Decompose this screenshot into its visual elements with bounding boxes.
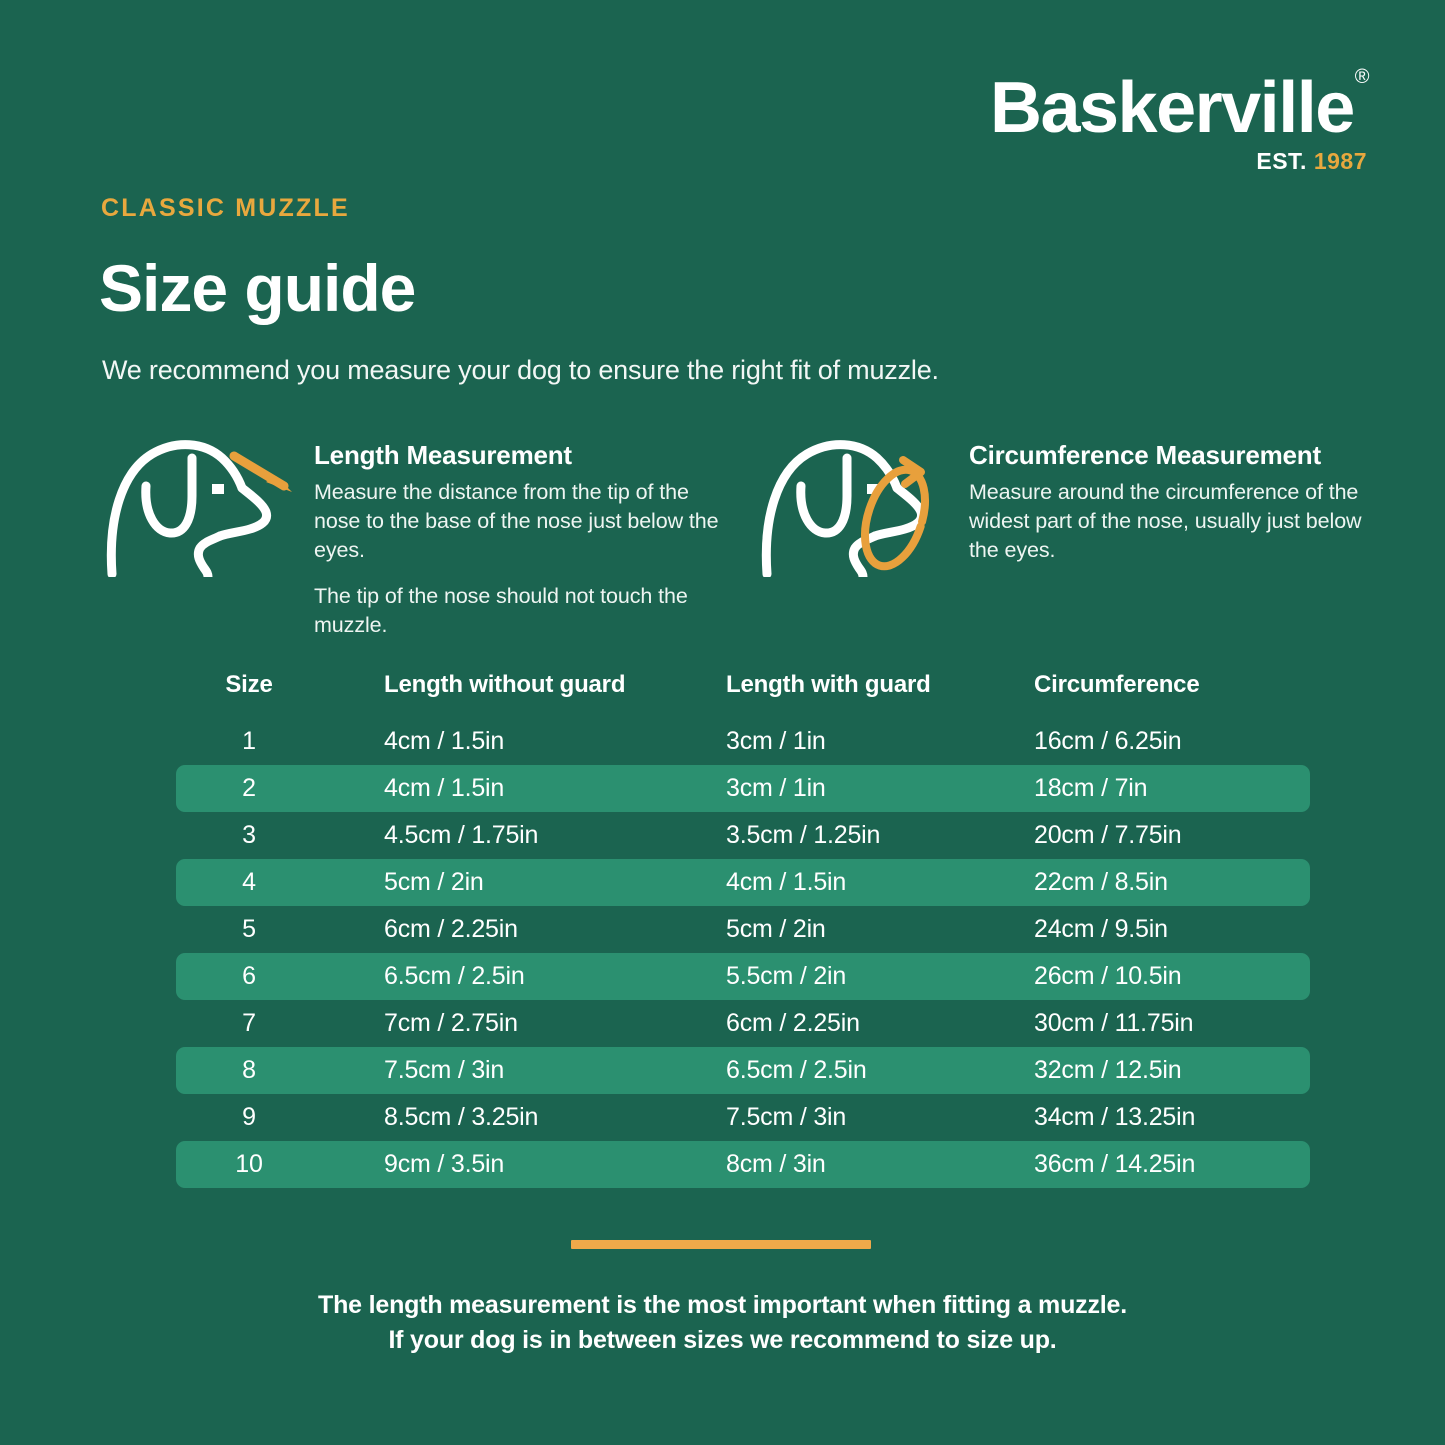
- cell-size: 7: [242, 1009, 256, 1037]
- arrow-glyph: [229, 451, 292, 492]
- cell-circumference: 32cm / 12.5in: [1034, 1056, 1182, 1084]
- table-row: 7 7cm / 2.75in 6cm / 2.25in 30cm / 11.75…: [176, 1000, 1310, 1047]
- est-year: 1987: [1313, 148, 1367, 174]
- cell-size: 9: [242, 1103, 256, 1131]
- cell-length-with-guard: 7.5cm / 3in: [726, 1103, 847, 1131]
- cell-length-without-guard: 4cm / 1.5in: [384, 727, 505, 755]
- cell-length-with-guard: 8cm / 3in: [726, 1150, 826, 1178]
- cell-length-without-guard: 4.5cm / 1.75in: [384, 821, 539, 849]
- circumference-measurement-block: Circumference Measurement Measure around…: [755, 432, 1375, 582]
- cell-length-without-guard: 7.5cm / 3in: [384, 1056, 505, 1084]
- table-row: 5 6cm / 2.25in 5cm / 2in 24cm / 9.5in: [176, 906, 1310, 953]
- table-row: 8 7.5cm / 3in 6.5cm / 2.5in 32cm / 12.5i…: [176, 1047, 1310, 1094]
- brand-name: Baskerville®: [990, 67, 1370, 144]
- registered-trademark-icon: ®: [1354, 66, 1370, 88]
- column-header-length-without-guard: Length without guard: [384, 671, 626, 698]
- brand-established: EST. 1987: [990, 148, 1367, 175]
- cell-length-with-guard: 6cm / 2.25in: [726, 1009, 860, 1037]
- length-measurement-paragraph-1: Measure the distance from the tip of the…: [314, 480, 719, 563]
- cell-size: 10: [235, 1150, 263, 1178]
- table-row: 3 4.5cm / 1.75in 3.5cm / 1.25in 20cm / 7…: [176, 812, 1310, 859]
- cell-size: 6: [242, 962, 256, 990]
- cell-length-with-guard: 3.5cm / 1.25in: [726, 821, 881, 849]
- cell-length-with-guard: 4cm / 1.5in: [726, 868, 847, 896]
- cell-length-without-guard: 9cm / 3.5in: [384, 1150, 505, 1178]
- table-header-row: Size Length without guard Length with gu…: [176, 662, 1310, 708]
- cell-size: 3: [242, 821, 256, 849]
- cell-length-with-guard: 5cm / 2in: [726, 915, 826, 943]
- est-label: EST.: [1256, 148, 1307, 174]
- cell-size: 1: [242, 727, 256, 755]
- column-header-circumference: Circumference: [1034, 671, 1200, 698]
- cell-length-with-guard: 3cm / 1in: [726, 774, 826, 802]
- length-measurement-block: Length Measurement Measure the distance …: [100, 432, 725, 640]
- circumference-measurement-paragraph-1: Measure around the circumference of the …: [969, 480, 1362, 563]
- cell-circumference: 20cm / 7.75in: [1034, 821, 1182, 849]
- table-row: 1 4cm / 1.5in 3cm / 1in 16cm / 6.25in: [176, 718, 1310, 765]
- page-title: Size guide: [99, 251, 416, 325]
- cell-circumference: 16cm / 6.25in: [1034, 727, 1182, 755]
- circumference-measurement-text: Circumference Measurement Measure around…: [969, 432, 1375, 566]
- table-row: 9 8.5cm / 3.25in 7.5cm / 3in 34cm / 13.2…: [176, 1094, 1310, 1141]
- cell-size: 8: [242, 1056, 256, 1084]
- size-table: Size Length without guard Length with gu…: [176, 662, 1310, 1188]
- brand-name-text: Baskerville: [989, 68, 1355, 148]
- cell-length-without-guard: 4cm / 1.5in: [384, 774, 505, 802]
- table-row: 10 9cm / 3.5in 8cm / 3in 36cm / 14.25in: [176, 1141, 1310, 1188]
- footer-note: The length measurement is the most impor…: [0, 1288, 1445, 1357]
- dog-head-arrow-icon: [100, 432, 300, 582]
- table-row: 2 4cm / 1.5in 3cm / 1in 18cm / 7in: [176, 765, 1310, 812]
- table-row: 4 5cm / 2in 4cm / 1.5in 22cm / 8.5in: [176, 859, 1310, 906]
- cell-circumference: 18cm / 7in: [1034, 774, 1148, 802]
- cell-circumference: 24cm / 9.5in: [1034, 915, 1168, 943]
- cell-circumference: 36cm / 14.25in: [1034, 1150, 1196, 1178]
- cell-size: 5: [242, 915, 256, 943]
- footer-line-2: If your dog is in between sizes we recom…: [388, 1325, 1057, 1354]
- product-kicker: CLASSIC MUZZLE: [101, 194, 350, 222]
- page-subtitle: We recommend you measure your dog to ens…: [102, 355, 939, 385]
- cell-circumference: 30cm / 11.75in: [1034, 1009, 1194, 1037]
- cell-size: 2: [242, 774, 256, 802]
- cell-circumference: 34cm / 13.25in: [1034, 1103, 1196, 1131]
- cell-length-without-guard: 8.5cm / 3.25in: [384, 1103, 539, 1131]
- brand-logo: Baskerville® EST. 1987: [990, 67, 1370, 175]
- cell-length-without-guard: 6cm / 2.25in: [384, 915, 518, 943]
- cell-length-with-guard: 5.5cm / 2in: [726, 962, 847, 990]
- dog-head-loop-icon: [755, 432, 955, 582]
- length-measurement-paragraph-2: The tip of the nose should not touch the…: [314, 583, 688, 637]
- length-measurement-text: Length Measurement Measure the distance …: [314, 432, 725, 640]
- cell-circumference: 26cm / 10.5in: [1034, 962, 1182, 990]
- section-divider: [571, 1240, 871, 1249]
- column-header-length-with-guard: Length with guard: [726, 671, 931, 698]
- column-header-size: Size: [225, 671, 273, 698]
- cell-length-without-guard: 7cm / 2.75in: [384, 1009, 518, 1037]
- table-row: 6 6.5cm / 2.5in 5.5cm / 2in 26cm / 10.5i…: [176, 953, 1310, 1000]
- cell-size: 4: [242, 868, 256, 896]
- loop-glyph: [861, 456, 929, 571]
- cell-length-with-guard: 6.5cm / 2.5in: [726, 1056, 867, 1084]
- circumference-measurement-title: Circumference Measurement: [969, 440, 1321, 470]
- length-measurement-title: Length Measurement: [314, 440, 572, 470]
- cell-length-without-guard: 5cm / 2in: [384, 868, 484, 896]
- cell-length-with-guard: 3cm / 1in: [726, 727, 826, 755]
- footer-line-1: The length measurement is the most impor…: [318, 1291, 1127, 1319]
- cell-circumference: 22cm / 8.5in: [1034, 868, 1168, 896]
- cell-length-without-guard: 6.5cm / 2.5in: [384, 962, 525, 990]
